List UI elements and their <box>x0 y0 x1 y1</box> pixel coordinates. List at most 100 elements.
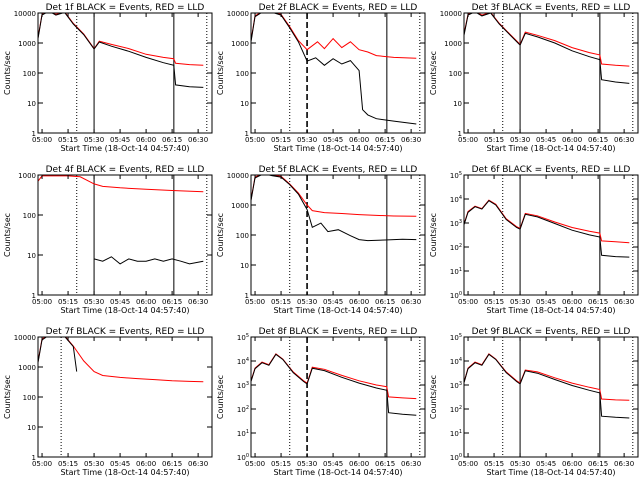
x-tick-label: 05:45 <box>323 136 343 144</box>
y-tick-label: 101 <box>450 267 462 276</box>
x-tick-label: 06:00 <box>349 136 369 144</box>
panel-title: Det 1f BLACK = Events, RED = LLD <box>46 3 205 13</box>
x-tick-label: 05:45 <box>110 298 130 306</box>
x-tick-label: 06:30 <box>188 136 208 144</box>
x-tick-label: 06:00 <box>136 136 156 144</box>
panel-title: Det 4f BLACK = Events, RED = LLD <box>46 165 205 175</box>
x-tick-label: 05:30 <box>84 298 104 306</box>
lld-series-line <box>464 199 630 244</box>
panel-4: Det 4f BLACK = Events, RED = LLD 05:00 05:… <box>3 165 213 315</box>
y-axis-label: Counts/sec <box>429 375 438 419</box>
y-tick-label: 105 <box>237 333 249 342</box>
x-tick-label: 05:30 <box>297 460 317 468</box>
panel-1: Det 1f BLACK = Events, RED = LLD 05:00 05:… <box>3 3 213 153</box>
series-group <box>38 337 204 383</box>
plot-frame <box>463 12 639 134</box>
x-tick-label: 05:15 <box>271 136 291 144</box>
panel-8: Det 8f BLACK = Events, RED = LLD 05:00 05:… <box>216 327 426 477</box>
panel-title: Det 7f BLACK = Events, RED = LLD <box>46 327 205 337</box>
panel-title: Det 2f BLACK = Events, RED = LLD <box>259 3 418 13</box>
y-tick-label: 103 <box>450 381 462 390</box>
series-group <box>251 13 417 125</box>
marker-lines <box>289 337 421 457</box>
panel-title: Det 5f BLACK = Events, RED = LLD <box>259 165 418 175</box>
y-tick-label: 100 <box>237 453 249 462</box>
y-tick-label: 100 <box>236 70 249 78</box>
plot-frame <box>37 336 213 458</box>
y-tick-label: 10 <box>240 100 249 108</box>
lld-series-line <box>251 353 417 400</box>
x-tick-label: 06:30 <box>401 298 421 306</box>
y-tick-label: 1000 <box>231 40 249 48</box>
y-axis-label: Counts/sec <box>429 51 438 95</box>
x-tick-label: 06:00 <box>349 298 369 306</box>
events-series-line <box>38 337 78 372</box>
x-tick-label: 05:15 <box>271 460 291 468</box>
lld-series-line <box>38 337 204 383</box>
x-tick-label: 05:45 <box>536 136 556 144</box>
panel-9: Det 9f BLACK = Events, RED = LLD 05:00 05:… <box>429 327 639 477</box>
x-tick-label: 06:30 <box>614 298 634 306</box>
x-tick-label: 06:15 <box>375 460 395 468</box>
plot-frame <box>250 174 426 296</box>
x-tick-label: 05:30 <box>84 460 104 468</box>
series-group <box>464 13 630 84</box>
plot-frame <box>463 336 639 458</box>
x-tick-label: 06:00 <box>562 136 582 144</box>
x-axis-label: Start Time (18-Oct-14 04:57:40) <box>60 144 189 153</box>
marker-lines <box>76 13 208 133</box>
x-tick-label: 05:15 <box>58 298 78 306</box>
x-tick-label: 06:00 <box>349 460 369 468</box>
x-tick-label: 06:15 <box>588 460 608 468</box>
plot-frame <box>250 12 426 134</box>
x-tick-label: 05:00 <box>245 460 265 468</box>
x-axis-label: Start Time (18-Oct-14 04:57:40) <box>273 468 402 477</box>
y-tick-label: 102 <box>237 405 249 414</box>
plot-frame <box>463 174 639 296</box>
x-tick-label: 05:45 <box>110 460 130 468</box>
x-axis-label: Start Time (18-Oct-14 04:57:40) <box>60 306 189 315</box>
x-tick-label: 05:00 <box>458 460 478 468</box>
series-group <box>38 13 204 88</box>
x-tick-label: 05:00 <box>245 136 265 144</box>
x-tick-label: 05:00 <box>32 460 52 468</box>
panel-6: Det 6f BLACK = Events, RED = LLD 05:00 05:… <box>429 165 639 315</box>
x-axis-label: Start Time (18-Oct-14 04:57:40) <box>486 144 615 153</box>
x-tick-label: 05:15 <box>484 136 504 144</box>
y-tick-label: 100 <box>23 212 36 220</box>
x-tick-label: 05:00 <box>32 298 52 306</box>
y-tick-label: 105 <box>450 171 462 180</box>
x-tick-label: 06:00 <box>136 460 156 468</box>
x-tick-label: 05:15 <box>484 460 504 468</box>
x-tick-label: 06:00 <box>562 298 582 306</box>
y-tick-label: 10 <box>240 262 249 270</box>
panel-title: Det 9f BLACK = Events, RED = LLD <box>472 327 631 337</box>
events-series-line <box>251 353 417 416</box>
x-tick-label: 05:30 <box>510 298 530 306</box>
x-tick-label: 06:15 <box>588 136 608 144</box>
y-tick-label: 105 <box>450 333 462 342</box>
x-tick-label: 05:15 <box>271 298 291 306</box>
x-tick-label: 05:15 <box>58 136 78 144</box>
y-tick-label: 1 <box>32 292 36 300</box>
y-tick-label: 104 <box>450 195 462 204</box>
y-tick-label: 101 <box>450 429 462 438</box>
x-tick-label: 05:15 <box>58 460 78 468</box>
y-tick-label: 104 <box>450 357 462 366</box>
x-tick-label: 06:00 <box>136 298 156 306</box>
series-group <box>251 175 417 242</box>
x-axis-label: Start Time (18-Oct-14 04:57:40) <box>486 468 615 477</box>
y-tick-label: 10 <box>27 424 36 432</box>
x-tick-label: 05:00 <box>32 136 52 144</box>
x-tick-label: 05:00 <box>458 136 478 144</box>
marker-lines <box>76 175 208 295</box>
x-tick-label: 05:45 <box>536 460 556 468</box>
x-tick-label: 05:30 <box>297 136 317 144</box>
y-tick-label: 10000 <box>14 334 36 342</box>
x-tick-label: 05:45 <box>536 298 556 306</box>
y-axis-label: Counts/sec <box>3 213 12 257</box>
panel-title: Det 3f BLACK = Events, RED = LLD <box>472 3 631 13</box>
y-axis-label: Counts/sec <box>216 51 225 95</box>
y-axis-label: Counts/sec <box>216 375 225 419</box>
x-tick-label: 05:30 <box>84 136 104 144</box>
